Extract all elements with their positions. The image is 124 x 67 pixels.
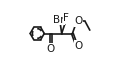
Text: O: O <box>75 41 83 51</box>
Text: O: O <box>47 44 55 54</box>
Text: O: O <box>75 16 83 26</box>
Text: F: F <box>63 13 69 23</box>
Text: Br: Br <box>53 15 65 25</box>
